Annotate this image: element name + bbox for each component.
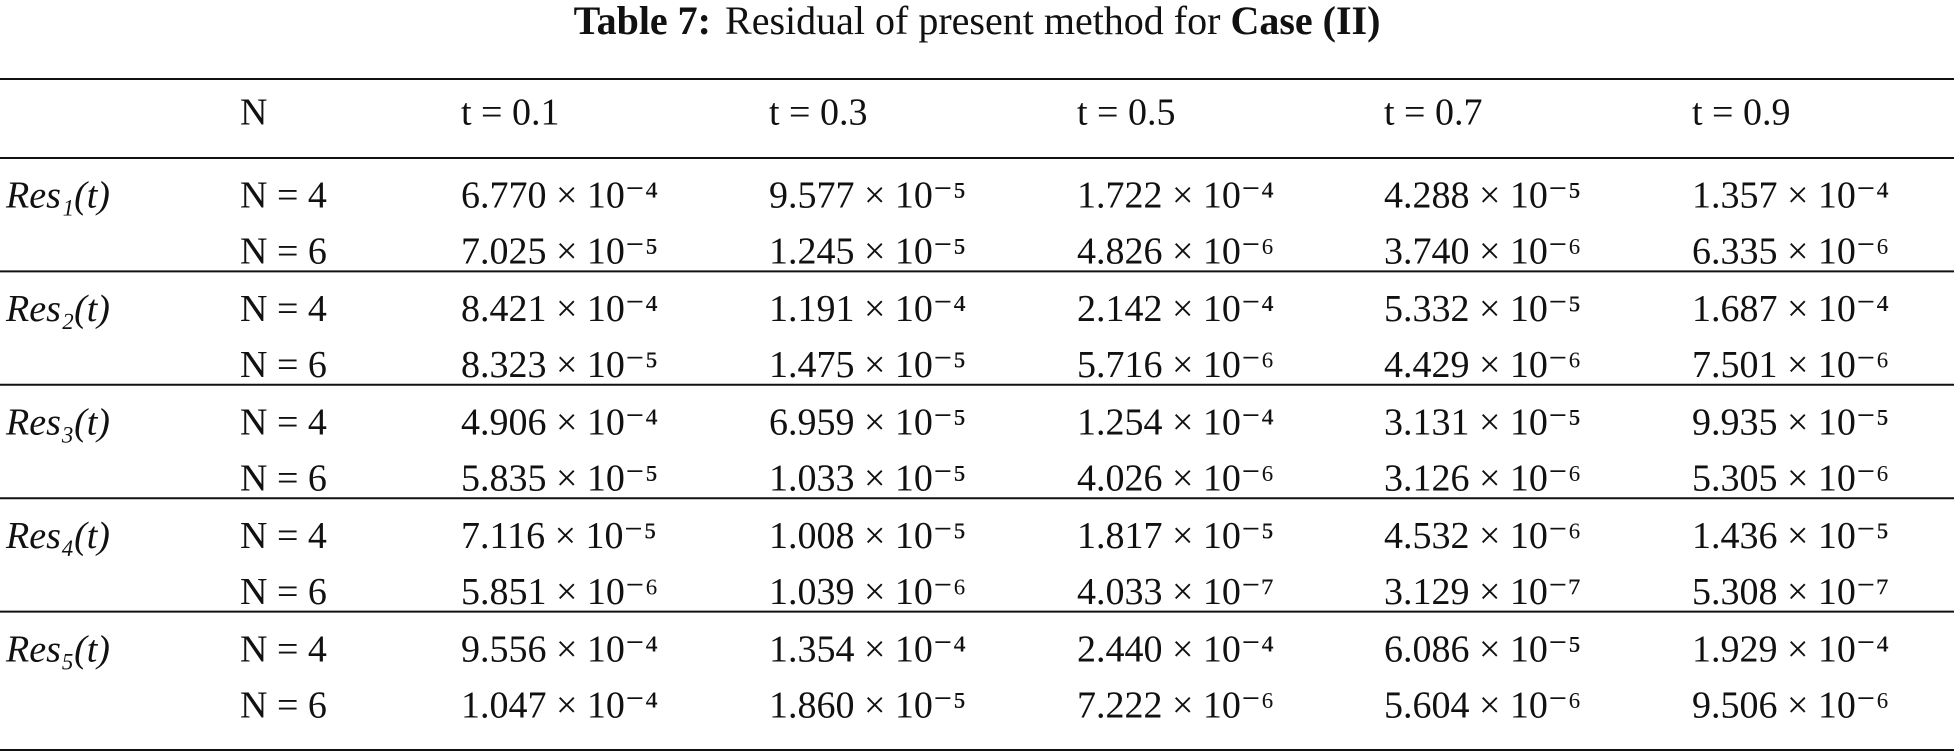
column-header: t = 0.7 (1384, 92, 1483, 134)
row-label: Res₄(t) (5, 515, 110, 557)
value-cell: 4.906 × 10⁻⁴ (461, 402, 658, 444)
value-cell: 5.604 × 10⁻⁶ (1384, 684, 1581, 726)
value-cell: 4.532 × 10⁻⁶ (1384, 515, 1581, 557)
value-cell: 9.577 × 10⁻⁵ (769, 175, 966, 217)
value-cell: 1.008 × 10⁻⁵ (769, 515, 966, 557)
value-cell: 8.323 × 10⁻⁵ (461, 344, 658, 386)
value-cell: 1.722 × 10⁻⁴ (1077, 175, 1274, 217)
n-label: N = 4 (240, 288, 327, 330)
value-cell: 5.851 × 10⁻⁶ (461, 571, 658, 613)
value-cell: 4.288 × 10⁻⁵ (1384, 175, 1581, 217)
value-cell: 1.354 × 10⁻⁴ (769, 628, 966, 670)
value-cell: 9.506 × 10⁻⁶ (1692, 684, 1889, 726)
value-cell: 1.475 × 10⁻⁵ (769, 344, 966, 386)
n-label: N = 6 (240, 458, 327, 500)
n-label: N = 6 (240, 231, 327, 273)
value-cell: 1.191 × 10⁻⁴ (769, 288, 966, 330)
row-label: Res₂(t) (5, 288, 110, 330)
value-cell: 3.131 × 10⁻⁵ (1384, 402, 1581, 444)
column-header: t = 0.1 (461, 92, 560, 134)
value-cell: 1.245 × 10⁻⁵ (769, 231, 966, 273)
row-label: Res₁(t) (5, 175, 110, 217)
n-label: N = 4 (240, 175, 327, 217)
value-cell: 3.740 × 10⁻⁶ (1384, 231, 1581, 273)
value-cell: 1.436 × 10⁻⁵ (1692, 515, 1889, 557)
value-cell: 3.129 × 10⁻⁷ (1384, 571, 1581, 613)
n-label: N = 6 (240, 684, 327, 726)
value-cell: 7.501 × 10⁻⁶ (1692, 344, 1889, 386)
column-header: t = 0.9 (1692, 92, 1791, 134)
value-cell: 6.959 × 10⁻⁵ (769, 402, 966, 444)
value-cell: 4.033 × 10⁻⁷ (1077, 571, 1274, 613)
value-cell: 1.817 × 10⁻⁵ (1077, 515, 1274, 557)
value-cell: 1.033 × 10⁻⁵ (769, 458, 966, 500)
value-cell: 5.716 × 10⁻⁶ (1077, 344, 1274, 386)
value-cell: 1.860 × 10⁻⁵ (769, 684, 966, 726)
column-header: N (240, 92, 267, 134)
row-label: Res₃(t) (5, 402, 110, 444)
value-cell: 1.254 × 10⁻⁴ (1077, 402, 1274, 444)
caption-label: Table 7: (574, 0, 711, 43)
value-cell: 5.308 × 10⁻⁷ (1692, 571, 1889, 613)
value-cell: 4.026 × 10⁻⁶ (1077, 458, 1274, 500)
value-cell: 5.835 × 10⁻⁵ (461, 458, 658, 500)
table-caption: Table 7: Residual of present method for Ca… (574, 0, 1381, 43)
row-label: Res₅(t) (5, 628, 110, 670)
n-label: N = 4 (240, 628, 327, 670)
column-header: t = 0.5 (1077, 92, 1176, 134)
value-cell: 1.047 × 10⁻⁴ (461, 684, 658, 726)
value-cell: 2.440 × 10⁻⁴ (1077, 628, 1274, 670)
value-cell: 7.025 × 10⁻⁵ (461, 231, 658, 273)
value-cell: 4.826 × 10⁻⁶ (1077, 231, 1274, 273)
value-cell: 6.770 × 10⁻⁴ (461, 175, 658, 217)
value-cell: 2.142 × 10⁻⁴ (1077, 288, 1274, 330)
value-cell: 5.332 × 10⁻⁵ (1384, 288, 1581, 330)
value-cell: 9.556 × 10⁻⁴ (461, 628, 658, 670)
value-cell: 1.929 × 10⁻⁴ (1692, 628, 1889, 670)
value-cell: 3.126 × 10⁻⁶ (1384, 458, 1581, 500)
value-cell: 7.222 × 10⁻⁶ (1077, 684, 1274, 726)
n-label: N = 6 (240, 571, 327, 613)
value-cell: 6.335 × 10⁻⁶ (1692, 231, 1889, 273)
column-header: t = 0.3 (769, 92, 868, 134)
value-cell: 4.429 × 10⁻⁶ (1384, 344, 1581, 386)
caption-case: Case (II) (1230, 0, 1380, 43)
value-cell: 1.687 × 10⁻⁴ (1692, 288, 1889, 330)
value-cell: 7.116 × 10⁻⁵ (461, 515, 657, 557)
n-label: N = 4 (240, 402, 327, 444)
caption-text: Residual of present method for (725, 0, 1220, 43)
value-cell: 1.039 × 10⁻⁶ (769, 571, 966, 613)
value-cell: 9.935 × 10⁻⁵ (1692, 402, 1889, 444)
value-cell: 6.086 × 10⁻⁵ (1384, 628, 1581, 670)
value-cell: 8.421 × 10⁻⁴ (461, 288, 658, 330)
n-label: N = 6 (240, 344, 327, 386)
n-label: N = 4 (240, 515, 327, 557)
value-cell: 5.305 × 10⁻⁶ (1692, 458, 1889, 500)
value-cell: 1.357 × 10⁻⁴ (1692, 175, 1889, 217)
